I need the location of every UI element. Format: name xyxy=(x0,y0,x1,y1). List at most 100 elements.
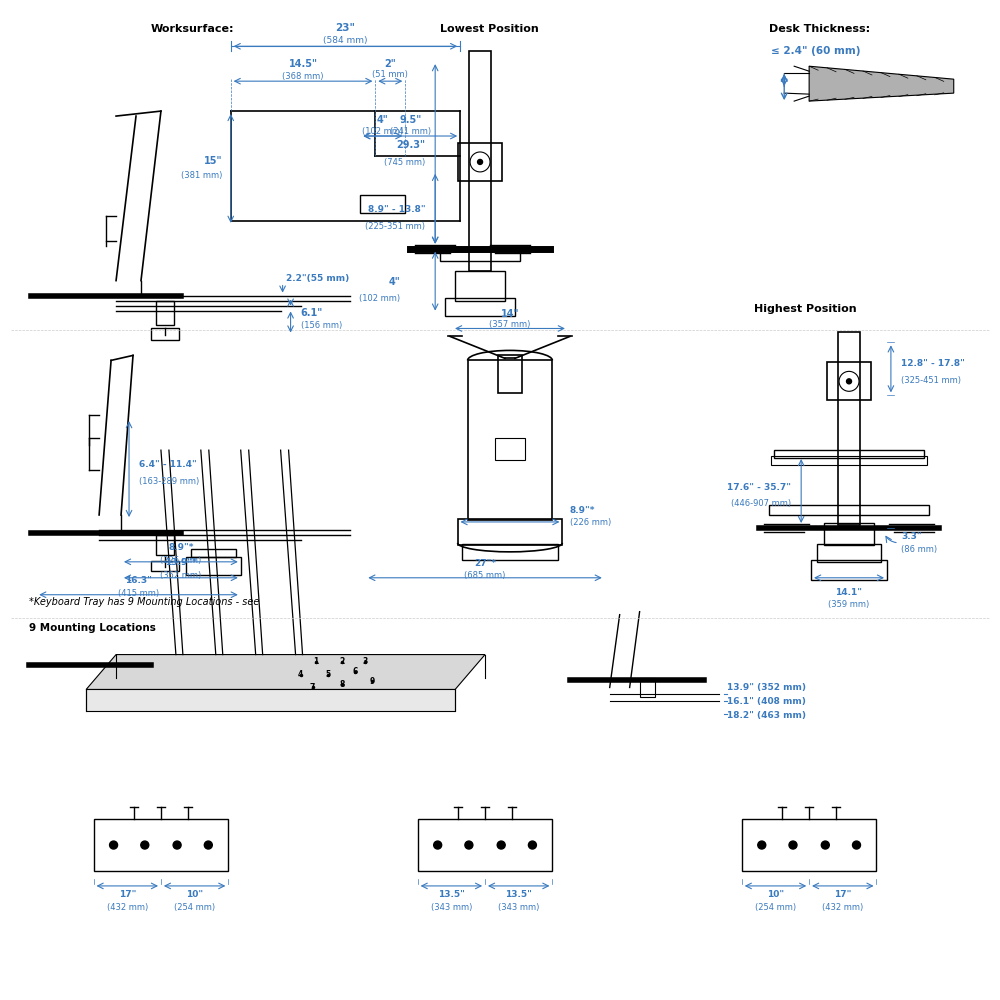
Text: 29.3": 29.3" xyxy=(396,140,425,150)
Text: (685 mm): (685 mm) xyxy=(464,571,506,580)
Text: (745 mm): (745 mm) xyxy=(384,158,425,167)
Text: (584 mm): (584 mm) xyxy=(323,36,368,45)
Bar xyxy=(640,678,655,697)
Text: 1: 1 xyxy=(313,657,318,666)
Text: (343 mm): (343 mm) xyxy=(498,903,539,912)
Text: (432 mm): (432 mm) xyxy=(107,903,148,912)
Text: 6.4" - 11.4": 6.4" - 11.4" xyxy=(139,460,197,469)
Text: (352 mm): (352 mm) xyxy=(160,571,202,580)
Bar xyxy=(742,819,876,871)
Bar xyxy=(468,360,552,520)
Bar xyxy=(838,332,860,525)
Text: Desk Thickness:: Desk Thickness: xyxy=(769,24,870,34)
Text: (446-907 mm): (446-907 mm) xyxy=(731,499,791,508)
Text: 16.1" (408 mm): 16.1" (408 mm) xyxy=(727,697,806,706)
Bar xyxy=(824,523,874,545)
Text: 16.3": 16.3" xyxy=(125,576,152,585)
Text: (51 mm): (51 mm) xyxy=(372,70,408,79)
Text: (254 mm): (254 mm) xyxy=(174,903,215,912)
Text: (226 mm): (226 mm) xyxy=(160,556,202,565)
Text: 27"*: 27"* xyxy=(474,559,496,568)
Text: Worksurface:: Worksurface: xyxy=(151,24,234,34)
Bar xyxy=(156,535,174,555)
Bar xyxy=(458,143,502,181)
Text: 15": 15" xyxy=(204,156,223,166)
Bar xyxy=(455,271,505,301)
Text: 18.2" (463 mm): 18.2" (463 mm) xyxy=(727,711,806,720)
Text: 17.6" - 35.7": 17.6" - 35.7" xyxy=(727,483,791,492)
Text: (225-351 mm): (225-351 mm) xyxy=(365,222,425,231)
Text: 5: 5 xyxy=(326,670,331,679)
Text: 14": 14" xyxy=(501,309,519,319)
Polygon shape xyxy=(86,655,485,689)
Text: (156 mm): (156 mm) xyxy=(301,321,342,330)
Text: 13.9" (352 mm): 13.9" (352 mm) xyxy=(727,683,806,692)
Text: 3: 3 xyxy=(363,657,368,666)
Text: 8.9"*: 8.9"* xyxy=(168,543,194,552)
Bar xyxy=(440,251,520,261)
Bar xyxy=(191,549,236,557)
Bar xyxy=(156,301,174,325)
Text: ≤ 2.4" (60 mm): ≤ 2.4" (60 mm) xyxy=(771,46,861,56)
Text: 2": 2" xyxy=(384,59,396,69)
Bar xyxy=(418,819,552,871)
Text: 9.5": 9.5" xyxy=(399,115,421,125)
Text: 7: 7 xyxy=(310,683,315,692)
Text: 8.9" - 13.8": 8.9" - 13.8" xyxy=(368,205,425,214)
Text: *Keyboard Tray has 9 Mounting Locations - see: *Keyboard Tray has 9 Mounting Locations … xyxy=(29,597,260,607)
Circle shape xyxy=(821,841,829,849)
Circle shape xyxy=(465,841,473,849)
Text: 8: 8 xyxy=(340,680,345,689)
Text: (102 mm): (102 mm) xyxy=(362,127,403,136)
Circle shape xyxy=(110,841,118,849)
Text: 12.8" - 17.8": 12.8" - 17.8" xyxy=(901,359,965,368)
Text: (102 mm): (102 mm) xyxy=(359,294,400,303)
Text: 13.9"*: 13.9"* xyxy=(165,558,197,567)
Text: (325-451 mm): (325-451 mm) xyxy=(901,376,961,385)
Text: 17": 17" xyxy=(834,890,851,899)
Circle shape xyxy=(528,841,536,849)
Bar xyxy=(498,355,522,393)
Text: 4": 4" xyxy=(389,277,400,287)
Text: 2: 2 xyxy=(340,657,345,666)
Bar xyxy=(186,557,241,575)
Text: (368 mm): (368 mm) xyxy=(282,72,324,81)
Bar xyxy=(94,819,228,871)
Bar xyxy=(769,505,929,515)
Text: 6.1": 6.1" xyxy=(301,308,323,318)
Text: 8.9"*: 8.9"* xyxy=(570,506,595,515)
Text: (359 mm): (359 mm) xyxy=(828,600,870,609)
Text: 17": 17" xyxy=(119,890,136,899)
Text: (163-289 mm): (163-289 mm) xyxy=(139,477,199,486)
Text: (254 mm): (254 mm) xyxy=(755,903,796,912)
Text: (86 mm): (86 mm) xyxy=(901,545,937,554)
Bar xyxy=(151,561,179,571)
Text: (357 mm): (357 mm) xyxy=(489,320,531,329)
Text: (415 mm): (415 mm) xyxy=(118,589,159,598)
Text: Highest Position: Highest Position xyxy=(754,304,857,314)
Text: 14.1": 14.1" xyxy=(836,588,863,597)
Text: (226 mm): (226 mm) xyxy=(570,518,611,527)
Bar xyxy=(827,362,871,400)
Text: 6: 6 xyxy=(353,667,358,676)
Text: (432 mm): (432 mm) xyxy=(822,903,863,912)
Circle shape xyxy=(497,841,505,849)
Bar xyxy=(462,544,558,560)
Bar xyxy=(458,519,562,545)
Text: (241 mm): (241 mm) xyxy=(390,127,431,136)
Bar xyxy=(469,51,491,271)
Circle shape xyxy=(204,841,212,849)
Polygon shape xyxy=(809,66,954,101)
Text: 2.2"(55 mm): 2.2"(55 mm) xyxy=(286,274,349,283)
Bar xyxy=(495,438,525,460)
Circle shape xyxy=(758,841,766,849)
Text: 10": 10" xyxy=(767,890,784,899)
Text: 4: 4 xyxy=(298,670,303,679)
Text: 9: 9 xyxy=(370,677,375,686)
Bar xyxy=(445,298,515,316)
Circle shape xyxy=(853,841,860,849)
Text: Lowest Position: Lowest Position xyxy=(440,24,539,34)
Text: 9 Mounting Locations: 9 Mounting Locations xyxy=(29,623,156,633)
Text: 4": 4" xyxy=(377,115,389,125)
Bar xyxy=(774,450,924,458)
